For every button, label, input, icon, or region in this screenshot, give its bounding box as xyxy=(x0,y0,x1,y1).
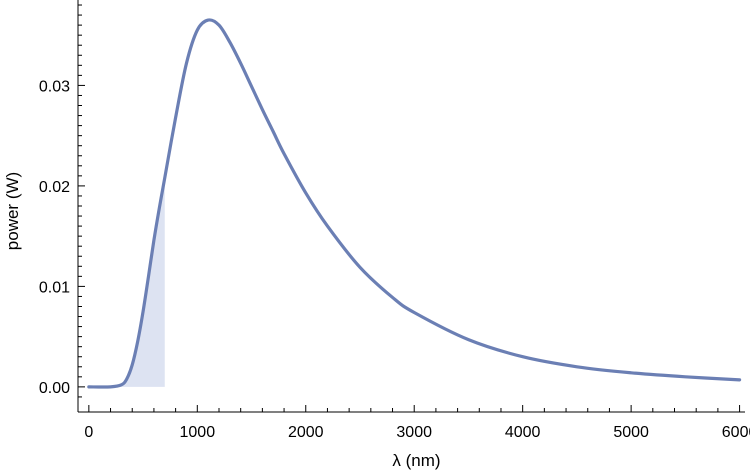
shaded-region-layer xyxy=(88,177,165,388)
y-tick-label: 0.00 xyxy=(39,380,70,397)
x-tick-label: 5000 xyxy=(613,424,649,441)
x-tick-label: 4000 xyxy=(505,424,541,441)
x-tick-label: 3000 xyxy=(396,424,432,441)
y-tick-label: 0.03 xyxy=(39,78,70,95)
y-axis-title: power (W) xyxy=(3,172,22,250)
shaded-area xyxy=(88,177,165,388)
x-axis-title: λ (nm) xyxy=(392,451,440,470)
x-tick-label: 1000 xyxy=(180,424,216,441)
power-curve xyxy=(87,18,742,389)
x-tick-label: 2000 xyxy=(288,424,324,441)
x-tick-label: 0 xyxy=(84,424,93,441)
axes xyxy=(77,0,745,413)
y-tick-label: 0.02 xyxy=(39,179,70,196)
series-layer xyxy=(87,18,742,389)
y-tick-label: 0.01 xyxy=(39,279,70,296)
